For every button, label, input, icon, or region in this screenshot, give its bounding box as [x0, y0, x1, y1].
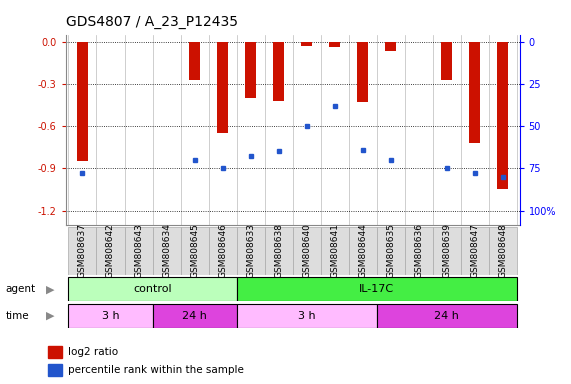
Bar — [77, 41, 88, 161]
Bar — [301, 41, 312, 46]
Bar — [469, 41, 480, 143]
Bar — [264, 227, 293, 275]
Text: time: time — [6, 311, 29, 321]
Text: GSM808641: GSM808641 — [330, 223, 339, 278]
Text: GSM808647: GSM808647 — [471, 223, 479, 278]
Bar — [357, 41, 368, 102]
Text: GSM808643: GSM808643 — [134, 223, 143, 278]
Bar — [497, 41, 508, 189]
Text: GSM808646: GSM808646 — [218, 223, 227, 278]
Text: ▶: ▶ — [46, 311, 54, 321]
Bar — [385, 41, 396, 51]
Bar — [245, 41, 256, 98]
Text: GSM808637: GSM808637 — [78, 223, 87, 278]
Text: log2 ratio: log2 ratio — [67, 347, 118, 357]
Text: control: control — [133, 284, 172, 294]
Bar — [236, 304, 377, 328]
Bar — [273, 41, 284, 101]
Text: 24 h: 24 h — [182, 311, 207, 321]
Bar — [69, 304, 152, 328]
Text: ▶: ▶ — [46, 284, 54, 294]
Text: GSM808640: GSM808640 — [302, 223, 311, 278]
Text: GSM808644: GSM808644 — [358, 223, 367, 278]
Bar — [69, 227, 96, 275]
Bar — [48, 346, 62, 358]
Bar — [48, 364, 62, 376]
Bar — [433, 227, 461, 275]
Bar — [152, 227, 180, 275]
Text: GSM808642: GSM808642 — [106, 223, 115, 278]
Bar — [377, 304, 517, 328]
Text: GSM808645: GSM808645 — [190, 223, 199, 278]
Bar — [236, 277, 517, 301]
Bar — [96, 227, 124, 275]
Text: GSM808634: GSM808634 — [162, 223, 171, 278]
Bar — [461, 227, 489, 275]
Bar — [293, 227, 321, 275]
Bar — [189, 41, 200, 79]
Bar — [405, 227, 433, 275]
Text: 24 h: 24 h — [435, 311, 459, 321]
Bar — [124, 227, 152, 275]
Text: GSM808633: GSM808633 — [246, 223, 255, 278]
Text: 3 h: 3 h — [102, 311, 119, 321]
Bar — [329, 41, 340, 47]
Bar — [489, 227, 517, 275]
Bar — [377, 227, 405, 275]
Bar — [236, 227, 264, 275]
Bar — [208, 227, 236, 275]
Text: GSM808639: GSM808639 — [443, 223, 451, 278]
Bar — [152, 304, 236, 328]
Bar — [321, 227, 349, 275]
Text: IL-17C: IL-17C — [359, 284, 394, 294]
Bar — [441, 41, 452, 79]
Text: percentile rank within the sample: percentile rank within the sample — [67, 365, 243, 375]
Text: GSM808648: GSM808648 — [498, 223, 507, 278]
Text: agent: agent — [6, 284, 36, 294]
Bar — [69, 277, 236, 301]
Text: 3 h: 3 h — [298, 311, 315, 321]
Text: GSM808638: GSM808638 — [274, 223, 283, 278]
Bar — [349, 227, 377, 275]
Text: GSM808636: GSM808636 — [414, 223, 423, 278]
Text: GSM808635: GSM808635 — [386, 223, 395, 278]
Bar — [217, 41, 228, 133]
Text: GDS4807 / A_23_P12435: GDS4807 / A_23_P12435 — [66, 15, 238, 29]
Bar — [180, 227, 208, 275]
